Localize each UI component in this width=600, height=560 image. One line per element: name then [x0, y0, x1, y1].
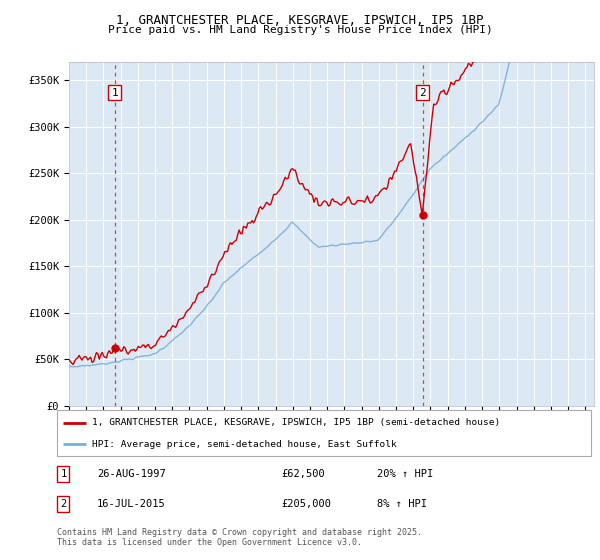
- Text: 16-JUL-2015: 16-JUL-2015: [97, 500, 166, 509]
- Text: 8% ↑ HPI: 8% ↑ HPI: [377, 500, 427, 509]
- Text: £62,500: £62,500: [281, 469, 325, 479]
- Text: 26-AUG-1997: 26-AUG-1997: [97, 469, 166, 479]
- Text: £205,000: £205,000: [281, 500, 331, 509]
- Text: 1: 1: [111, 87, 118, 97]
- Text: Contains HM Land Registry data © Crown copyright and database right 2025.
This d: Contains HM Land Registry data © Crown c…: [57, 528, 422, 547]
- Text: 1, GRANTCHESTER PLACE, KESGRAVE, IPSWICH, IP5 1BP (semi-detached house): 1, GRANTCHESTER PLACE, KESGRAVE, IPSWICH…: [92, 418, 500, 427]
- Text: 1, GRANTCHESTER PLACE, KESGRAVE, IPSWICH, IP5 1BP: 1, GRANTCHESTER PLACE, KESGRAVE, IPSWICH…: [116, 14, 484, 27]
- Text: Price paid vs. HM Land Registry's House Price Index (HPI): Price paid vs. HM Land Registry's House …: [107, 25, 493, 35]
- Text: 1: 1: [60, 469, 67, 479]
- Text: HPI: Average price, semi-detached house, East Suffolk: HPI: Average price, semi-detached house,…: [92, 440, 397, 449]
- Text: 2: 2: [60, 500, 67, 509]
- Text: 2: 2: [419, 87, 426, 97]
- Text: 20% ↑ HPI: 20% ↑ HPI: [377, 469, 434, 479]
